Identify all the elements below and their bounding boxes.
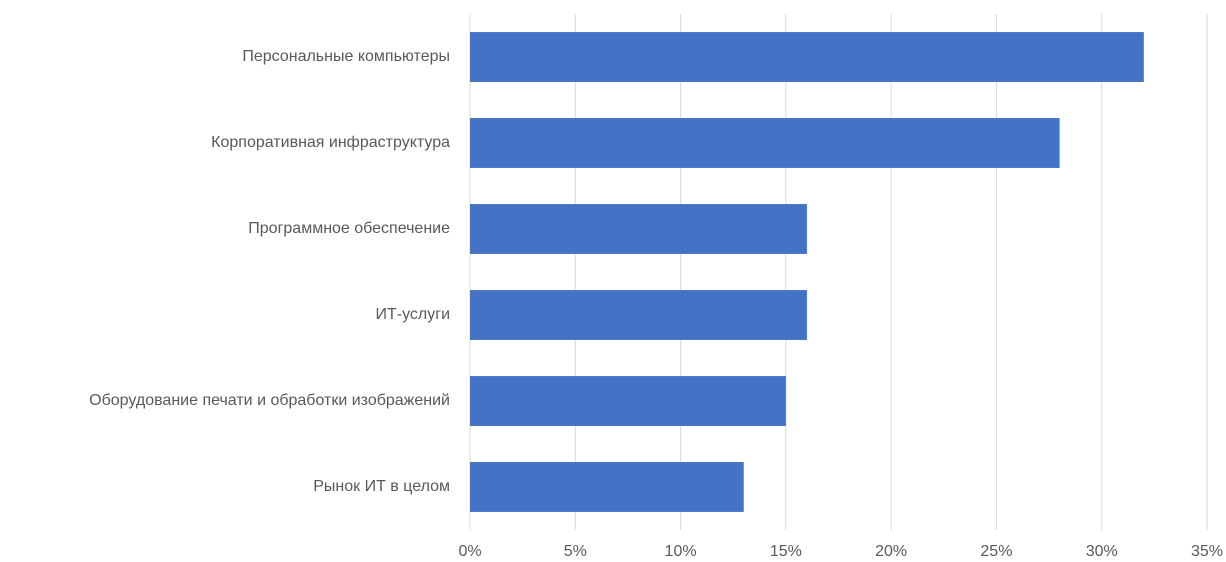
bar	[470, 32, 1144, 82]
bar	[470, 376, 786, 426]
y-tick-label: Корпоративная инфраструктура	[211, 134, 450, 151]
y-tick-label: Программное обеспечение	[248, 220, 450, 237]
x-tick-label: 15%	[770, 543, 802, 560]
bar	[470, 118, 1060, 168]
y-tick-label: Персональные компьютеры	[242, 48, 450, 65]
x-tick-label: 20%	[875, 543, 907, 560]
bar	[470, 462, 744, 512]
x-tick-label: 10%	[665, 543, 697, 560]
y-tick-label: Оборудование печати и обработки изображе…	[89, 392, 450, 409]
bar	[470, 204, 807, 254]
x-tick-label: 35%	[1191, 543, 1223, 560]
x-tick-label: 30%	[1086, 543, 1118, 560]
x-tick-label: 5%	[564, 543, 587, 560]
y-tick-label: Рынок ИТ в целом	[313, 478, 450, 495]
bar	[470, 290, 807, 340]
y-tick-label: ИТ-услуги	[375, 306, 450, 323]
x-tick-label: 0%	[458, 543, 481, 560]
x-tick-label: 25%	[980, 543, 1012, 560]
